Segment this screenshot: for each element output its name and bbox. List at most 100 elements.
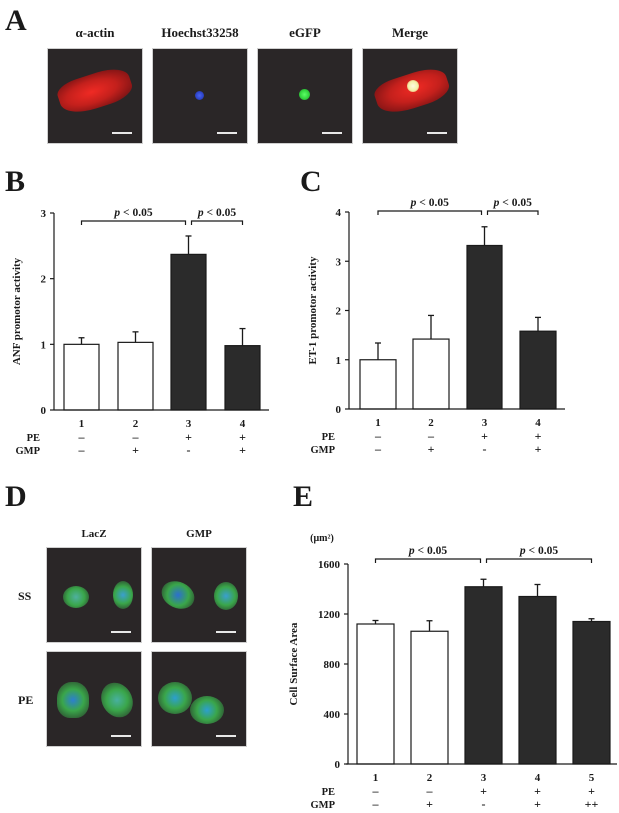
panel-b-label: B (5, 165, 26, 198)
micrograph-hoechst (152, 48, 248, 144)
significance-label: p < 0.05 (113, 207, 152, 219)
y-tick-label: 0 (335, 759, 341, 771)
significance-label: p < 0.05 (408, 545, 447, 557)
condition-pe-value: + (481, 429, 488, 443)
y-tick-label: 3 (336, 256, 342, 268)
y-tick-label: 1200 (318, 609, 341, 621)
scale-bar (216, 735, 236, 737)
significance-bracket (190, 220, 244, 225)
category-label: 3 (481, 772, 487, 784)
category-label: 3 (186, 418, 192, 430)
panel-d-title-lacz: LacZ (81, 528, 107, 540)
condition-gmp-value: – (372, 797, 380, 811)
bar-3 (170, 253, 207, 411)
micrograph-gmp-ss (151, 547, 247, 643)
panel-d-title-gmp: GMP (186, 528, 212, 540)
gfp-cell (57, 682, 89, 718)
condition-pe-value: – (374, 429, 382, 443)
gfp-cell (113, 581, 133, 609)
category-label: 1 (375, 417, 381, 429)
condition-pe-label: PE (322, 432, 335, 443)
condition-pe-value: – (427, 429, 435, 443)
scale-bar (111, 735, 131, 737)
category-label: 2 (133, 418, 139, 430)
panel-d-row-pe: PE (18, 693, 34, 707)
y-tick-label: 1 (336, 355, 342, 367)
condition-pe-value: + (535, 429, 542, 443)
condition-pe-value: – (78, 430, 86, 444)
y-tick-label: 4 (336, 207, 342, 219)
y-tick-label: 1600 (318, 559, 341, 571)
micrograph-egfp (257, 48, 353, 144)
micrograph-lacz-pe (46, 651, 142, 747)
condition-gmp-value: + (535, 442, 542, 456)
y-tick-label: 1 (41, 339, 47, 351)
condition-gmp-value: - (482, 797, 486, 811)
blue-nucleus (195, 91, 204, 100)
scale-bar (427, 132, 447, 134)
micrograph-alpha-actin (47, 48, 143, 144)
gfp-cell (158, 682, 192, 714)
scale-bar (112, 132, 132, 134)
bar-3 (464, 586, 503, 765)
bar-1 (356, 623, 395, 765)
y-tick-label: 400 (324, 709, 341, 721)
category-label: 4 (240, 418, 246, 430)
category-label: 1 (79, 418, 85, 430)
micrograph-lacz-ss (46, 547, 142, 643)
condition-gmp-value: - (483, 442, 487, 456)
panel-a-title-alpha-actin: α-actin (75, 25, 115, 40)
y-tick-label: 0 (41, 405, 47, 417)
bar-1 (359, 359, 397, 410)
significance-bracket (486, 210, 539, 215)
panel-a-title-hoechst: Hoechst33258 (161, 25, 239, 40)
significance-bracket (377, 210, 483, 215)
condition-pe-value: + (480, 784, 487, 798)
y-axis-label: Cell Surface Area (288, 622, 300, 705)
condition-pe-value: + (534, 784, 541, 798)
condition-gmp-value: ++ (585, 797, 599, 811)
y-tick-label: 3 (41, 208, 47, 220)
category-label: 1 (373, 772, 379, 784)
significance-label: p < 0.05 (493, 197, 532, 209)
condition-pe-label: PE (27, 433, 40, 444)
y-tick-label: 2 (41, 274, 47, 286)
scale-bar (111, 631, 131, 633)
scale-bar (216, 631, 236, 633)
condition-gmp-label: GMP (16, 446, 41, 457)
bar-2 (117, 341, 154, 411)
category-label: 2 (427, 772, 433, 784)
condition-pe-value: + (185, 430, 192, 444)
category-label: 3 (482, 417, 488, 429)
panel-a-title-egfp: eGFP (289, 25, 321, 40)
y-unit-label: (μm²) (310, 533, 334, 544)
significance-bracket (485, 558, 593, 563)
condition-pe-value: + (588, 784, 595, 798)
category-label: 2 (428, 417, 434, 429)
bar-4 (224, 345, 261, 411)
condition-gmp-label: GMP (311, 445, 336, 456)
micrograph-gmp-pe (151, 651, 247, 747)
scale-bar (217, 132, 237, 134)
bar-4 (519, 330, 557, 410)
significance-bracket (80, 220, 187, 225)
y-tick-label: 2 (336, 306, 342, 318)
bar-2 (412, 338, 450, 410)
gfp-cell (63, 586, 89, 608)
panel-d-label: D (5, 480, 27, 513)
bar-1 (63, 343, 100, 411)
condition-gmp-value: + (239, 443, 246, 457)
bar-4 (518, 595, 557, 765)
bar-5 (572, 620, 611, 765)
scale-bar (322, 132, 342, 134)
panel-d-row-ss: SS (18, 589, 32, 603)
condition-gmp-value: + (534, 797, 541, 811)
merged-nucleus (407, 80, 419, 92)
panel-e-label: E (293, 480, 314, 513)
category-label: 4 (535, 417, 541, 429)
y-tick-label: 0 (336, 404, 342, 416)
condition-gmp-value: – (374, 442, 382, 456)
condition-gmp-value: + (428, 442, 435, 456)
condition-pe-value: – (426, 784, 434, 798)
